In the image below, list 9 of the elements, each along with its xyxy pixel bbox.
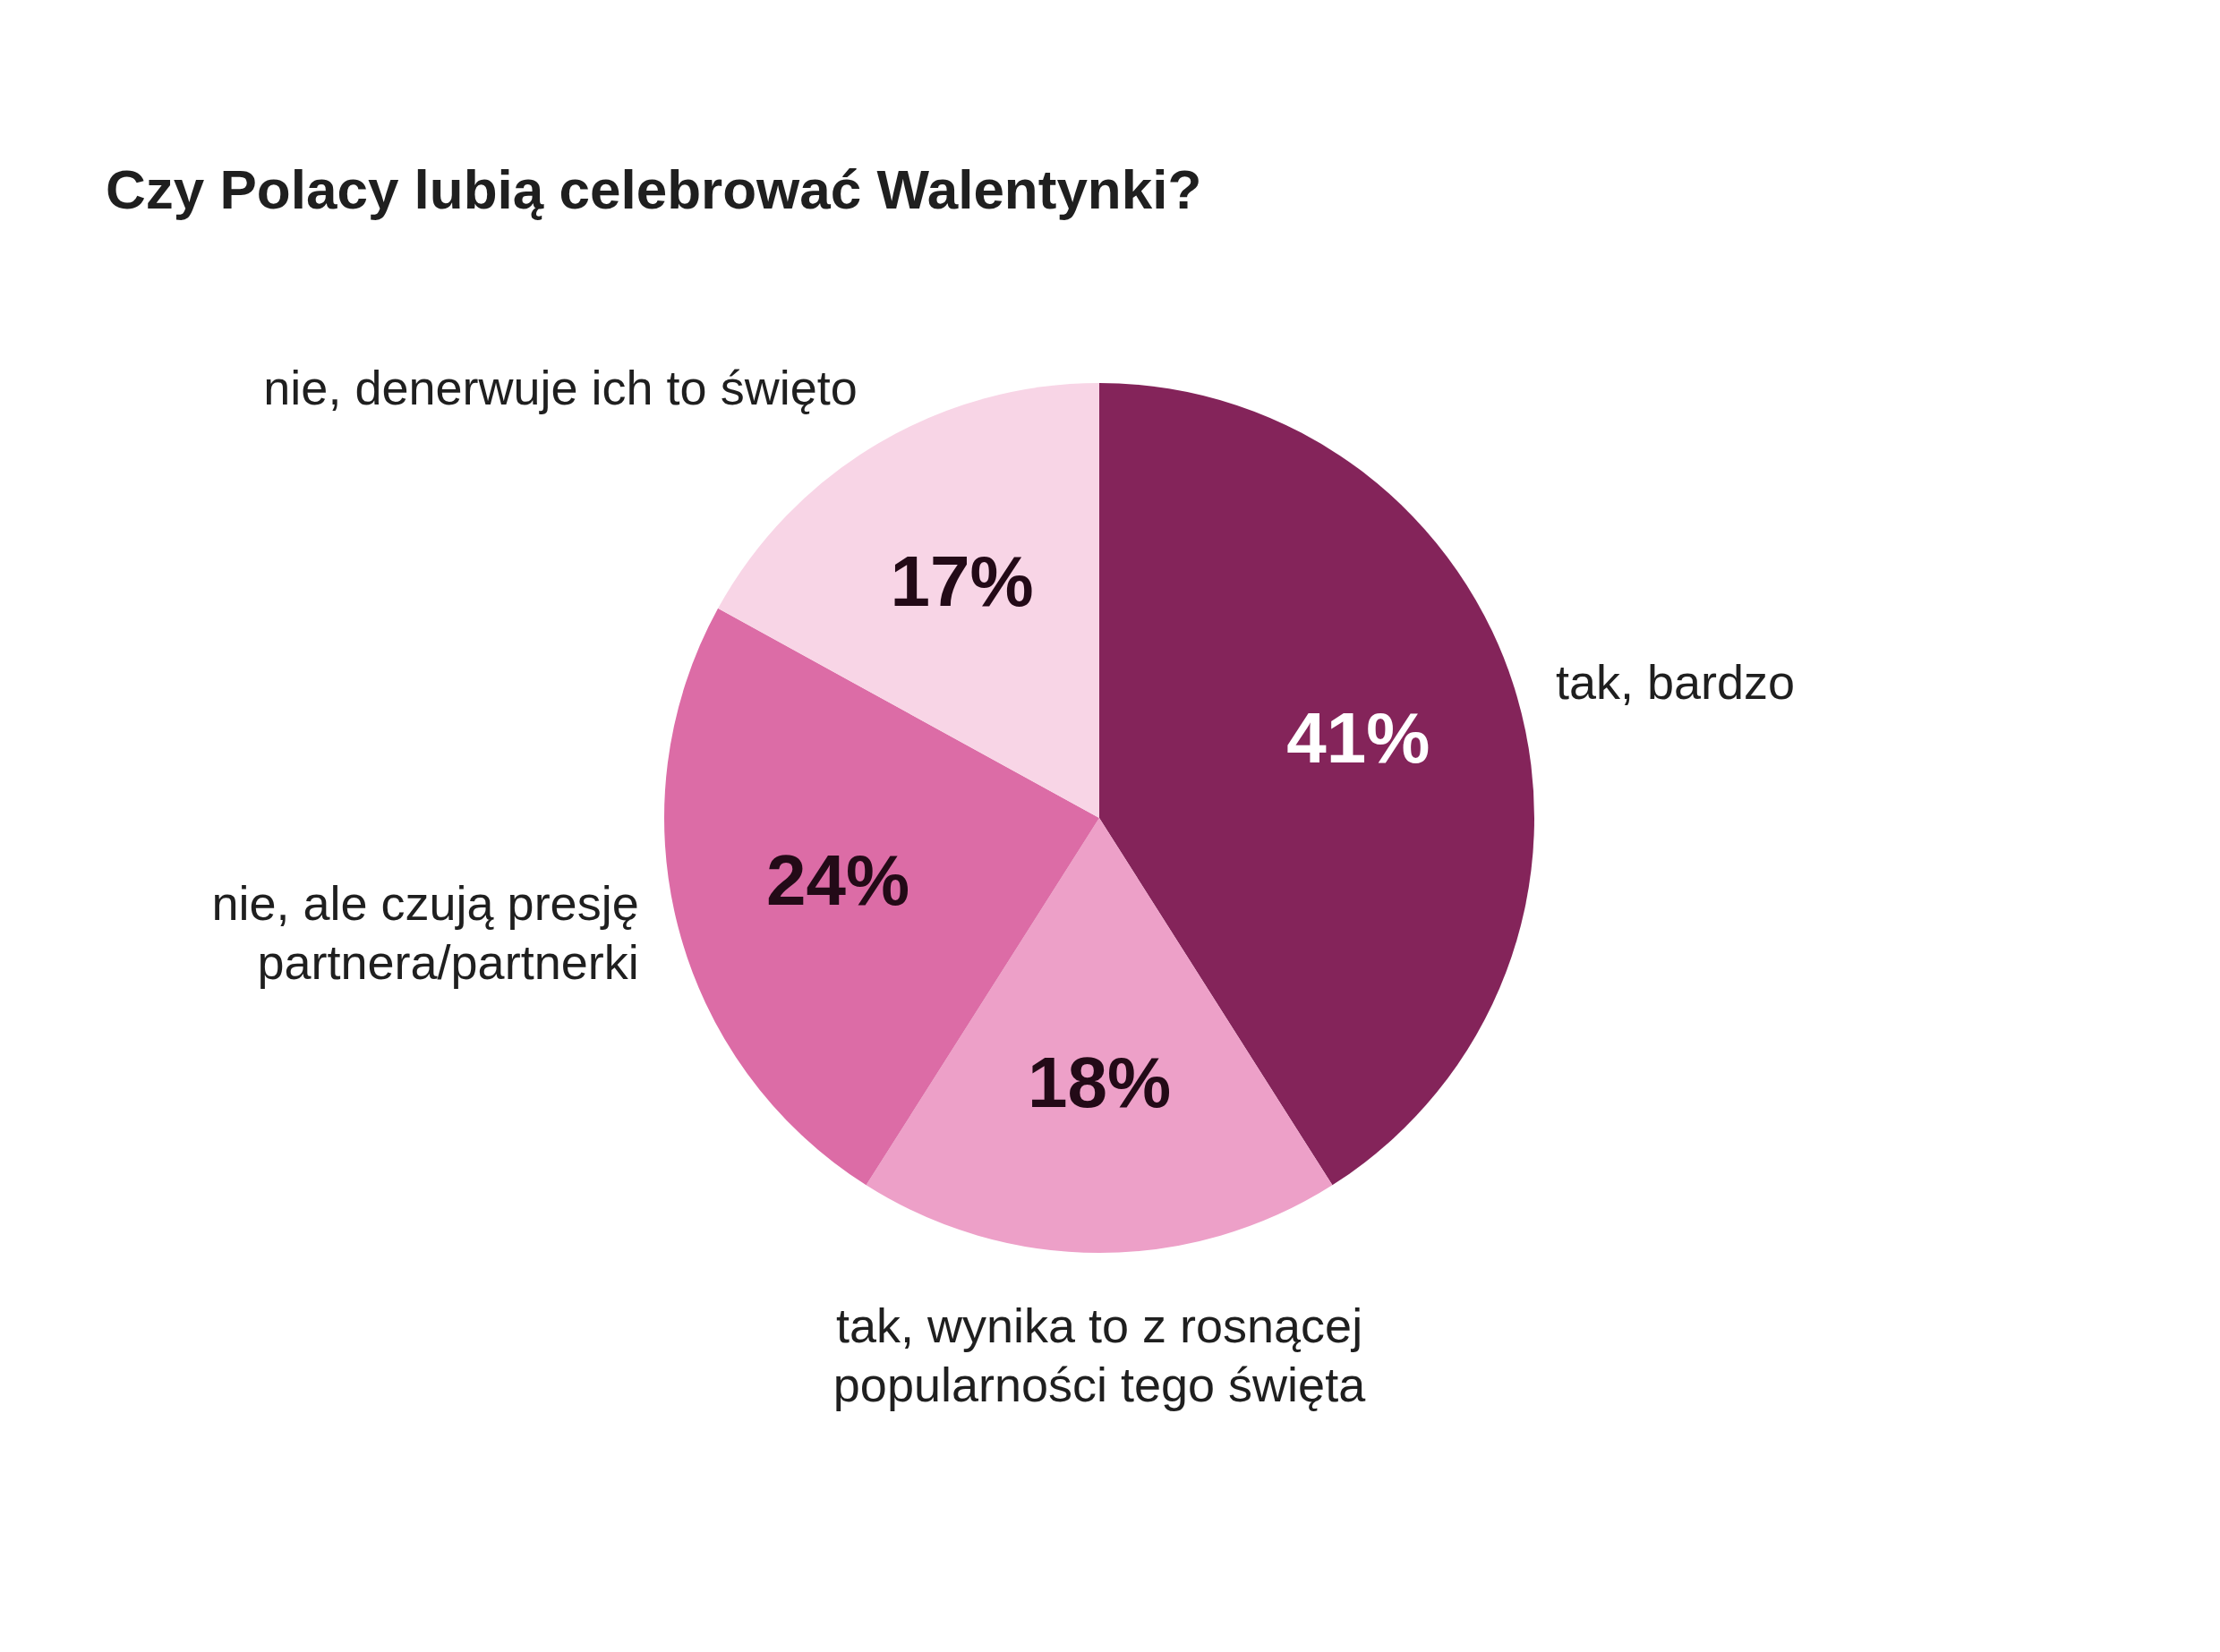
data-label: 17% [890, 541, 1034, 621]
data-label: 41% [1286, 698, 1430, 778]
data-label: 24% [766, 840, 910, 920]
chart-title: Czy Polacy lubią celebrować Walentynki? [106, 158, 1202, 220]
slice-label: nie, denerwuje ich to święto [263, 360, 858, 414]
slice-label: nie, ale czują presję partnera/partnerki [211, 875, 639, 989]
slice-label: tak, bardzo [1555, 654, 1796, 709]
data-label: 18% [1027, 1043, 1172, 1123]
slice-label: tak, wynika to z rosnącej popularności tego święta [832, 1298, 1367, 1411]
